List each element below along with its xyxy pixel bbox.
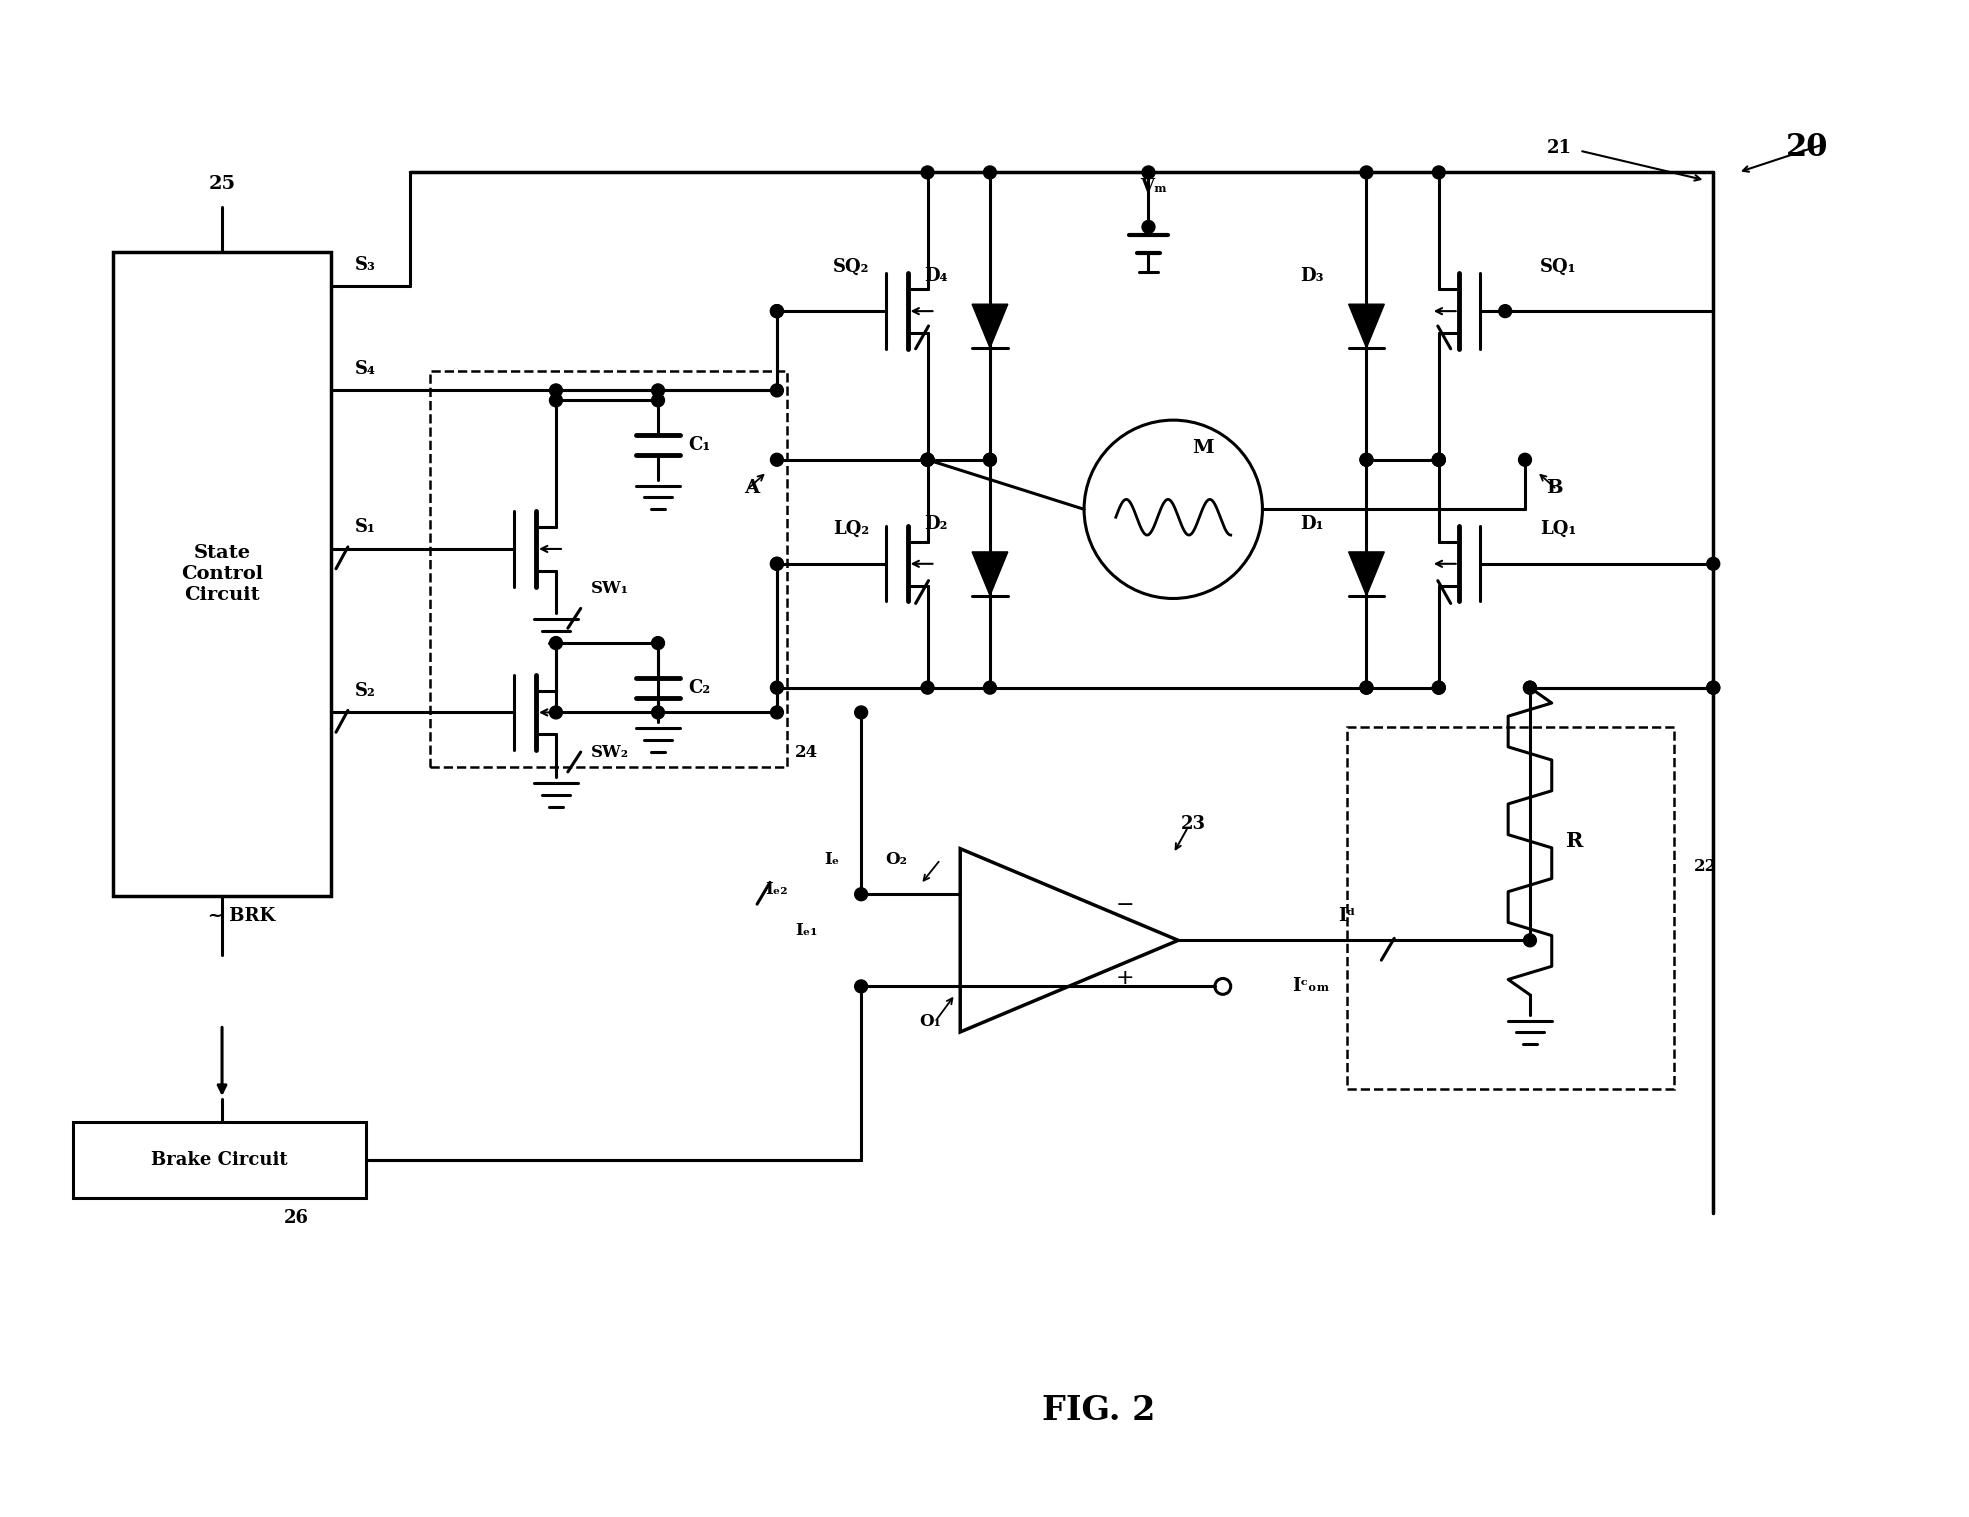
Bar	[73, 1121, 366, 1198]
Circle shape	[1518, 454, 1532, 466]
Text: B: B	[1546, 478, 1563, 496]
Circle shape	[1142, 165, 1156, 179]
Circle shape	[770, 454, 784, 466]
Circle shape	[549, 705, 563, 719]
Circle shape	[770, 305, 784, 317]
Text: Iₑ₁: Iₑ₁	[795, 922, 817, 939]
Circle shape	[770, 705, 784, 719]
Text: $+$: $+$	[1114, 966, 1132, 989]
Circle shape	[1361, 681, 1372, 695]
Text: LQ₁: LQ₁	[1540, 520, 1575, 539]
Circle shape	[983, 454, 996, 466]
Text: LQ₂: LQ₂	[833, 520, 870, 539]
Circle shape	[1498, 305, 1512, 317]
Text: 22: 22	[1693, 857, 1717, 874]
Text: SW₂: SW₂	[591, 743, 628, 760]
Circle shape	[770, 384, 784, 397]
Circle shape	[1431, 681, 1445, 695]
Circle shape	[1524, 681, 1536, 695]
Circle shape	[1431, 454, 1445, 466]
Circle shape	[921, 454, 933, 466]
Text: A: A	[744, 478, 760, 496]
Text: C₂: C₂	[689, 678, 711, 696]
Circle shape	[921, 454, 933, 466]
Text: State
Control
Circuit: State Control Circuit	[181, 545, 264, 604]
Circle shape	[1524, 681, 1536, 695]
Circle shape	[770, 557, 784, 570]
Text: S₂: S₂	[354, 681, 376, 699]
Circle shape	[855, 980, 868, 992]
Circle shape	[1361, 454, 1372, 466]
Text: SW₁: SW₁	[591, 579, 628, 598]
Text: FIG. 2: FIG. 2	[1042, 1394, 1156, 1427]
Text: Iₑ₂: Iₑ₂	[766, 881, 788, 898]
Circle shape	[921, 454, 933, 466]
Text: S₄: S₄	[354, 360, 376, 378]
Circle shape	[855, 705, 868, 719]
Text: D₄: D₄	[923, 267, 947, 285]
Circle shape	[549, 637, 563, 649]
Text: 20: 20	[1786, 132, 1829, 164]
Bar	[429, 370, 788, 768]
Circle shape	[1431, 165, 1445, 179]
Circle shape	[1361, 454, 1372, 466]
Text: M: M	[1191, 438, 1213, 457]
Text: $-$: $-$	[1114, 892, 1132, 913]
Text: Iᵈ: Iᵈ	[1337, 907, 1355, 924]
Text: R: R	[1565, 831, 1583, 851]
Circle shape	[1142, 220, 1156, 234]
Circle shape	[652, 384, 664, 397]
Text: SQ₁: SQ₁	[1540, 258, 1577, 276]
Circle shape	[652, 394, 664, 407]
Circle shape	[983, 681, 996, 695]
Circle shape	[983, 454, 996, 466]
Bar	[112, 252, 331, 895]
Text: D₁: D₁	[1300, 516, 1323, 532]
Circle shape	[855, 887, 868, 901]
Circle shape	[652, 637, 664, 649]
Circle shape	[1431, 681, 1445, 695]
Text: C₁: C₁	[689, 435, 711, 454]
Text: SQ₂: SQ₂	[833, 258, 870, 276]
Circle shape	[1361, 681, 1372, 695]
Text: S₁: S₁	[354, 519, 376, 536]
Bar	[1347, 727, 1674, 1089]
Text: ~ BRK: ~ BRK	[209, 907, 276, 924]
Polygon shape	[973, 305, 1008, 347]
Circle shape	[921, 165, 933, 179]
Text: D₂: D₂	[923, 516, 947, 532]
Text: 21: 21	[1548, 138, 1571, 156]
Circle shape	[983, 165, 996, 179]
Text: D₃: D₃	[1300, 267, 1323, 285]
Text: Iₑ: Iₑ	[823, 851, 839, 868]
Circle shape	[549, 384, 563, 397]
Circle shape	[1431, 454, 1445, 466]
Circle shape	[1707, 681, 1719, 695]
Circle shape	[549, 394, 563, 407]
Text: Brake Circuit: Brake Circuit	[152, 1151, 287, 1168]
Circle shape	[1524, 934, 1536, 947]
Polygon shape	[1349, 305, 1384, 347]
Circle shape	[770, 557, 784, 570]
Text: 24: 24	[795, 743, 819, 760]
Text: Vₘ: Vₘ	[1140, 179, 1168, 196]
Polygon shape	[1349, 552, 1384, 596]
Circle shape	[1707, 681, 1719, 695]
Circle shape	[1361, 165, 1372, 179]
Circle shape	[1431, 454, 1445, 466]
Circle shape	[921, 681, 933, 695]
Text: 25: 25	[209, 176, 236, 193]
Circle shape	[652, 705, 664, 719]
Text: Iᶜₒₘ: Iᶜₒₘ	[1292, 977, 1329, 995]
Text: O₂: O₂	[884, 851, 908, 868]
Circle shape	[770, 681, 784, 695]
Circle shape	[770, 305, 784, 317]
Text: O₁: O₁	[920, 1012, 941, 1030]
Text: S₃: S₃	[354, 255, 376, 273]
Polygon shape	[973, 552, 1008, 596]
Circle shape	[1707, 557, 1719, 570]
Text: 23: 23	[1181, 815, 1205, 833]
Text: 26: 26	[284, 1209, 309, 1227]
